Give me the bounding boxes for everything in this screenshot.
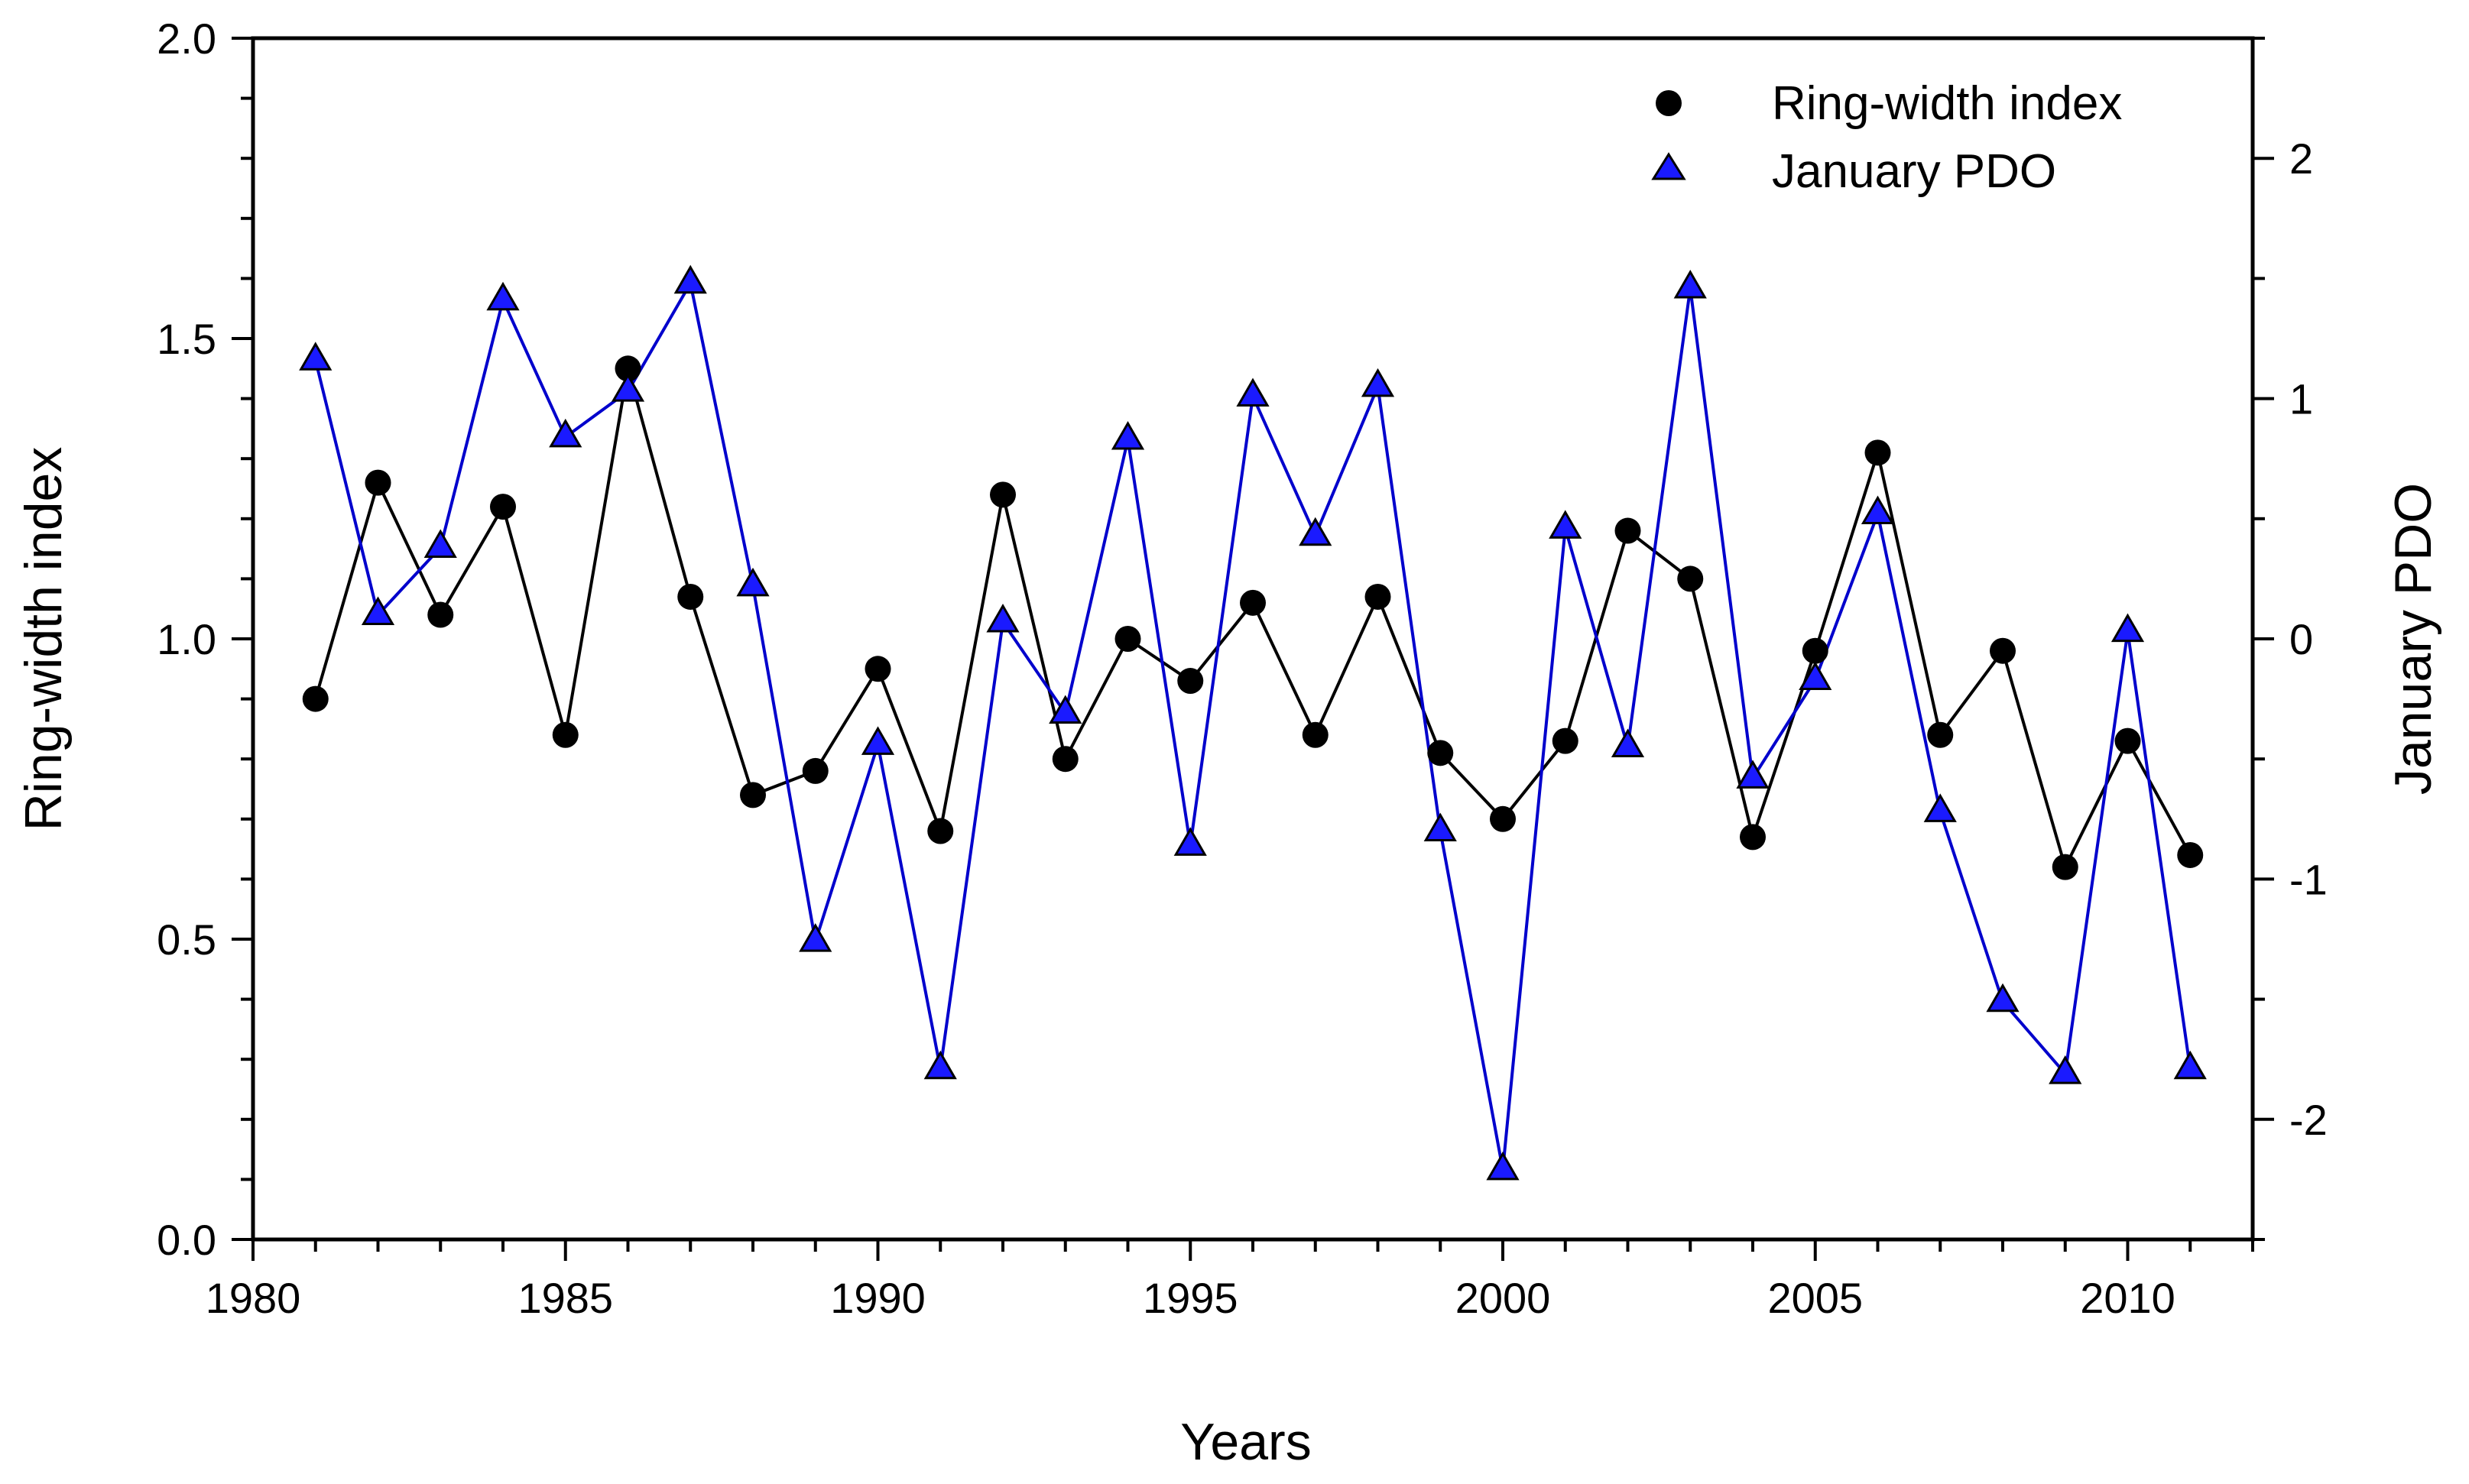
january-pdo-point — [1923, 793, 1957, 822]
ring-width-point — [2052, 854, 2078, 880]
ring-width-point — [1677, 565, 1704, 592]
legend-marker-ring-width — [1656, 90, 1682, 116]
january-pdo-point — [1173, 827, 1207, 856]
x-tick-label: 2005 — [1767, 1274, 1863, 1322]
january-pdo-point — [1111, 421, 1145, 450]
y2-tick-label: -1 — [2289, 855, 2328, 903]
x-tick-label: 2000 — [1455, 1274, 1551, 1322]
january-pdo-point — [1736, 760, 1770, 789]
ring-width-point — [302, 685, 329, 712]
january-pdo-point — [1611, 728, 1645, 757]
y-tick-label: 1.5 — [157, 315, 216, 363]
x-axis: 1980 1985 1990 1995 2000 2005 2010 — [206, 1239, 2254, 1322]
legend-label-ring-width: Ring-width index — [1772, 77, 2122, 130]
x-tick-label: 1995 — [1143, 1274, 1238, 1322]
january-pdo-point — [1299, 517, 1332, 546]
ring-width-point — [927, 818, 954, 844]
y-axis-right: -2 -1 0 1 2 — [2253, 37, 2328, 1241]
ring-width-point — [1802, 637, 1828, 664]
y2-tick-label: -2 — [2289, 1096, 2328, 1144]
y-tick-label: 1.0 — [157, 615, 216, 663]
january-pdo-point — [1986, 983, 2020, 1013]
ring-width-point — [1427, 740, 1454, 766]
ring-width-point — [1302, 721, 1329, 748]
january-pdo-point — [2049, 1055, 2082, 1084]
ring-width-point — [1364, 583, 1391, 610]
january-pdo-point — [361, 596, 395, 626]
january-pdo-point — [1549, 510, 1582, 539]
legend: Ring-width index January PDO — [1651, 77, 2122, 198]
ring-width-point — [1240, 589, 1266, 616]
ring-width-point — [1990, 637, 2016, 664]
january-pdo-point — [1673, 269, 1707, 299]
ring-width-point — [552, 721, 579, 748]
january-pdo-point — [1861, 495, 1895, 525]
y-axis-title: Ring-width index — [15, 447, 73, 831]
january-pdo-point — [2110, 613, 2145, 643]
ring-width-point — [1927, 721, 1954, 748]
ring-width-point — [802, 757, 829, 784]
january-pdo-point — [736, 567, 770, 597]
ring-width-point — [2114, 727, 2141, 754]
ring-width-point — [365, 469, 391, 496]
y2-axis-title: January PDO — [2384, 483, 2442, 795]
ring-width-point — [1864, 439, 1891, 466]
ring-width-point — [615, 355, 641, 382]
january-pdo-point — [1236, 377, 1270, 407]
january-pdo-point — [923, 1050, 957, 1080]
january-pdo-point — [673, 264, 707, 294]
january-pdo-point — [611, 373, 645, 402]
january-pdo-point — [1049, 695, 1082, 724]
ring-width-point — [865, 656, 891, 682]
plot-markers — [299, 264, 2207, 1181]
january-pdo-point — [799, 923, 832, 952]
january-pdo-point — [2173, 1050, 2207, 1080]
x-tick-label: 1990 — [830, 1274, 926, 1322]
january-pdo-point — [1486, 1151, 1520, 1181]
legend-marker-january-pdo — [1651, 152, 1686, 180]
january-pdo-point — [1799, 661, 1832, 690]
ring-width-point — [490, 494, 516, 520]
x-tick-label: 1980 — [206, 1274, 301, 1322]
ring-width-point — [1177, 668, 1204, 695]
y-tick-label: 0.5 — [157, 915, 216, 964]
y2-tick-label: 0 — [2289, 615, 2313, 663]
january-pdo-point — [1423, 812, 1457, 842]
january-pdo-point — [423, 529, 457, 559]
x-tick-label: 2010 — [2080, 1274, 2175, 1322]
y-axis-left: 0.0 0.5 1.0 1.5 2.0 — [157, 15, 253, 1264]
ring-width-point — [1614, 517, 1641, 544]
y2-tick-label: 2 — [2289, 134, 2313, 183]
ring-width-point — [1052, 746, 1079, 773]
y2-tick-label: 1 — [2289, 375, 2313, 423]
ring-width-point — [2177, 841, 2204, 868]
y-tick-label: 2.0 — [157, 15, 216, 63]
january-pdo-point — [861, 726, 895, 755]
ring-width-point — [1114, 626, 1141, 652]
january-pdo-point — [486, 281, 520, 311]
y-tick-label: 0.0 — [157, 1216, 216, 1264]
ring-width-point — [990, 481, 1016, 508]
january-pdo-point — [986, 603, 1020, 633]
ring-width-point — [1490, 805, 1516, 832]
x-axis-title: Years — [1180, 1413, 1311, 1471]
january-pdo-point — [1361, 368, 1395, 397]
legend-label-january-pdo: January PDO — [1772, 145, 2056, 198]
ring-width-point — [677, 583, 704, 610]
ring-width-point — [1740, 824, 1766, 851]
ring-width-point — [740, 782, 766, 808]
x-tick-label: 1985 — [517, 1274, 613, 1322]
january-pdo-point — [549, 418, 582, 448]
january-pdo-point — [299, 342, 333, 371]
ring-width-point — [427, 601, 454, 628]
ring-width-point — [1552, 727, 1578, 754]
